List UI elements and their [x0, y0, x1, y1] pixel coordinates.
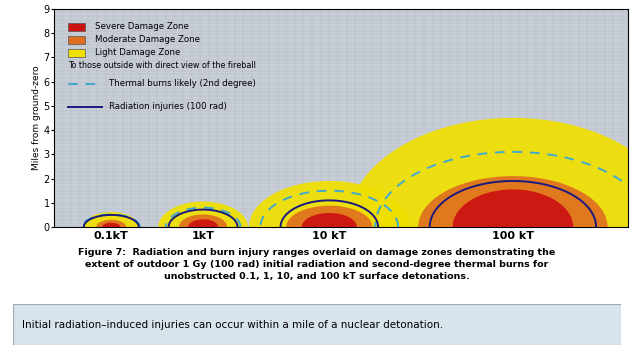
- Polygon shape: [84, 212, 139, 227]
- Polygon shape: [158, 202, 248, 227]
- Polygon shape: [453, 189, 573, 227]
- Polygon shape: [347, 118, 634, 227]
- Text: Initial radiation–induced injuries can occur within a mile of a nuclear detonati: Initial radiation–induced injuries can o…: [22, 320, 443, 330]
- Polygon shape: [249, 181, 410, 227]
- Polygon shape: [96, 220, 126, 227]
- FancyBboxPatch shape: [13, 304, 621, 345]
- Polygon shape: [188, 219, 218, 227]
- Text: Figure 7:  Radiation and burn injury ranges overlaid on damage zones demonstrati: Figure 7: Radiation and burn injury rang…: [79, 248, 555, 281]
- Polygon shape: [418, 176, 607, 227]
- Polygon shape: [102, 223, 120, 227]
- Polygon shape: [302, 213, 357, 227]
- Polygon shape: [179, 214, 227, 227]
- Y-axis label: Miles from ground-zero: Miles from ground-zero: [32, 65, 41, 170]
- Polygon shape: [287, 206, 372, 227]
